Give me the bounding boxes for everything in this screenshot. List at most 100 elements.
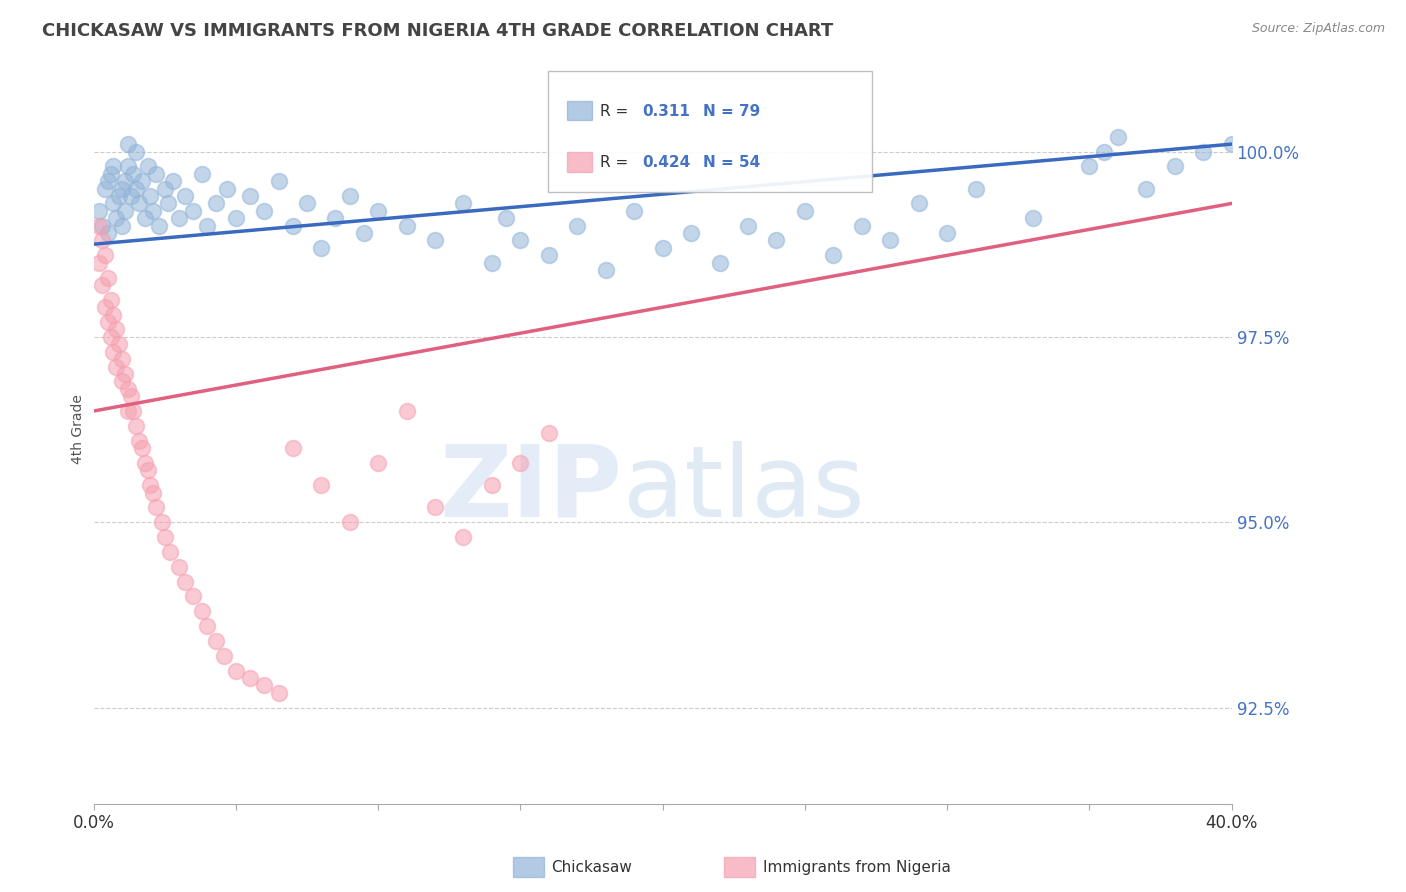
Point xyxy=(89,219,111,233)
Point xyxy=(173,189,195,203)
Point xyxy=(105,322,128,336)
Point xyxy=(120,189,142,203)
Point xyxy=(1078,159,1101,173)
Point xyxy=(94,181,117,195)
Point xyxy=(253,678,276,692)
Point xyxy=(217,181,239,195)
Point xyxy=(793,203,815,218)
Point xyxy=(136,463,159,477)
Point xyxy=(150,515,173,529)
Point xyxy=(851,219,873,233)
Point xyxy=(97,270,120,285)
Point xyxy=(309,478,332,492)
Point xyxy=(159,545,181,559)
Point xyxy=(537,426,560,441)
Point xyxy=(339,189,361,203)
Point xyxy=(879,234,901,248)
Text: CHICKASAW VS IMMIGRANTS FROM NIGERIA 4TH GRADE CORRELATION CHART: CHICKASAW VS IMMIGRANTS FROM NIGERIA 4TH… xyxy=(42,22,834,40)
Point xyxy=(120,389,142,403)
Point xyxy=(823,248,845,262)
Point xyxy=(145,500,167,515)
Point xyxy=(190,167,212,181)
Point xyxy=(131,174,153,188)
Point xyxy=(125,145,148,159)
Point xyxy=(100,293,122,307)
Point xyxy=(167,211,190,226)
Point xyxy=(214,648,236,663)
Point xyxy=(205,196,228,211)
Point xyxy=(134,211,156,226)
Point xyxy=(136,159,159,173)
Point xyxy=(595,263,617,277)
Point xyxy=(907,196,929,211)
Point xyxy=(737,219,759,233)
Point xyxy=(205,633,228,648)
Point xyxy=(131,441,153,455)
Text: R =: R = xyxy=(600,155,634,170)
Point xyxy=(281,441,304,455)
Point xyxy=(1220,137,1243,152)
Point xyxy=(367,456,389,470)
Text: ZIP: ZIP xyxy=(440,441,623,538)
Point xyxy=(281,219,304,233)
Text: 0.311: 0.311 xyxy=(643,104,690,119)
Point xyxy=(367,203,389,218)
Point xyxy=(423,500,446,515)
Point xyxy=(108,189,131,203)
Text: R =: R = xyxy=(600,104,634,119)
Point xyxy=(395,404,418,418)
Y-axis label: 4th Grade: 4th Grade xyxy=(72,394,86,465)
Point xyxy=(139,189,162,203)
Point xyxy=(89,256,111,270)
Point xyxy=(623,203,645,218)
Point xyxy=(325,211,347,226)
Point xyxy=(111,219,134,233)
Point xyxy=(114,174,136,188)
Point xyxy=(395,219,418,233)
Point xyxy=(103,196,125,211)
Point xyxy=(117,382,139,396)
Point xyxy=(111,181,134,195)
Point xyxy=(103,308,125,322)
Point xyxy=(89,203,111,218)
Point xyxy=(122,167,145,181)
Point xyxy=(114,367,136,381)
Text: 0.424: 0.424 xyxy=(643,155,690,170)
Point xyxy=(139,478,162,492)
Point xyxy=(103,159,125,173)
Point xyxy=(1092,145,1115,159)
Point xyxy=(142,203,165,218)
Point xyxy=(353,226,375,240)
Text: Chickasaw: Chickasaw xyxy=(551,860,633,874)
Point xyxy=(225,211,247,226)
Point xyxy=(97,174,120,188)
Point xyxy=(481,478,503,492)
Point xyxy=(117,137,139,152)
Point xyxy=(94,248,117,262)
Point xyxy=(142,485,165,500)
Point xyxy=(197,219,219,233)
Point xyxy=(148,219,170,233)
Point xyxy=(167,559,190,574)
Point xyxy=(111,352,134,367)
Point xyxy=(100,330,122,344)
Point xyxy=(295,196,318,211)
Point xyxy=(114,203,136,218)
Text: Source: ZipAtlas.com: Source: ZipAtlas.com xyxy=(1251,22,1385,36)
Point xyxy=(681,226,703,240)
Point xyxy=(156,196,179,211)
Point xyxy=(125,181,148,195)
Point xyxy=(253,203,276,218)
Point xyxy=(190,604,212,618)
Point xyxy=(1107,129,1129,144)
Point xyxy=(117,404,139,418)
Point xyxy=(651,241,673,255)
Point xyxy=(153,181,176,195)
Point xyxy=(1192,145,1215,159)
Point xyxy=(97,226,120,240)
Point xyxy=(97,315,120,329)
Point xyxy=(197,619,219,633)
Point xyxy=(128,434,150,448)
Point xyxy=(173,574,195,589)
Text: N = 54: N = 54 xyxy=(703,155,761,170)
